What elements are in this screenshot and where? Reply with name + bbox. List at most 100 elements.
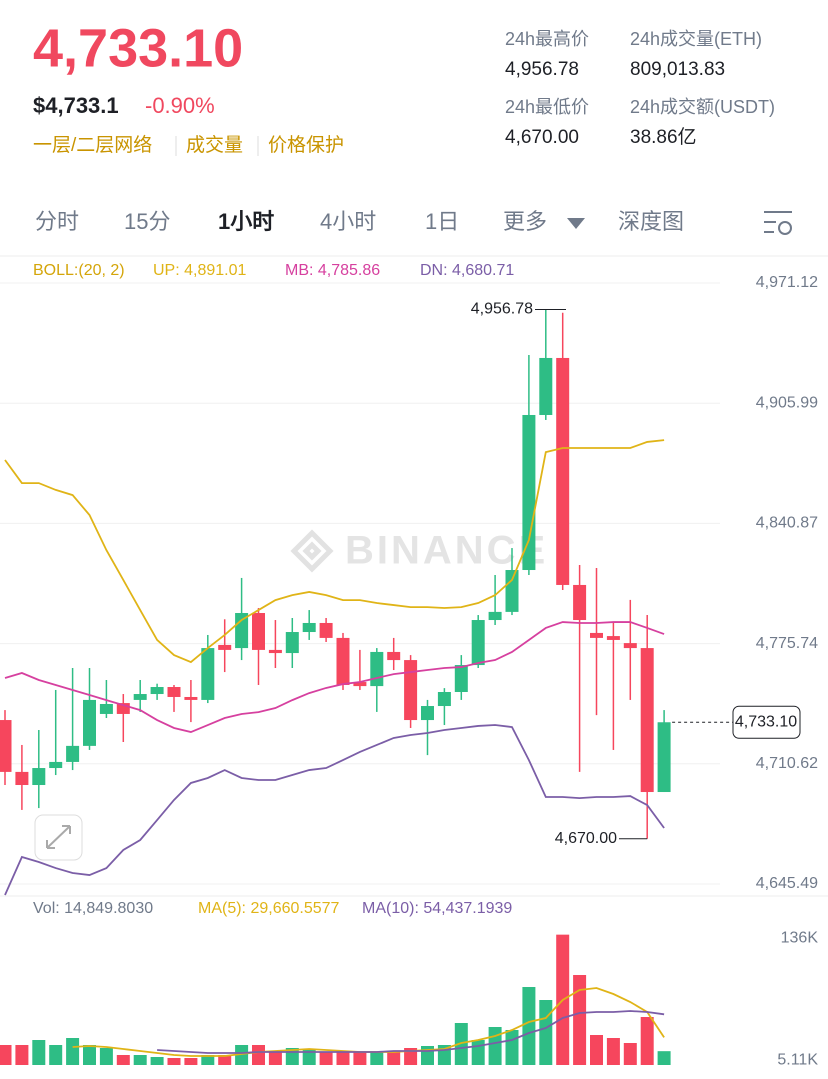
candle-body [640,648,654,793]
candle-body [83,699,96,746]
stat-label: 24h成交量(ETH) [630,29,762,49]
usd-price: $4,733.1 [33,93,119,118]
stat-label: 24h最低价 [505,97,589,117]
volume-bar [606,1038,620,1065]
candle-body [404,660,418,721]
candle-body [488,611,502,621]
tab[interactable]: 深度图 [618,209,684,234]
tab[interactable]: 更多 [503,209,547,234]
volume-bar [353,1052,367,1065]
volume-bar [640,1017,654,1065]
candle-body [252,613,265,650]
volume-bar [116,1055,130,1065]
volume-bar [623,1042,637,1065]
stat-value: 38.86亿 [630,126,697,148]
dropdown-arrow [567,218,585,229]
volume-bar [302,1050,316,1065]
watermark-logo [290,529,334,573]
tab[interactable]: 分时 [35,209,79,234]
y-tick-label: 4,971.12 [756,274,818,291]
stat-label: 24h最高价 [505,29,589,49]
candle-body [437,691,451,707]
candle-body [623,643,637,649]
header-link[interactable]: 价格保护 [268,134,344,156]
legend-entry: DN: 4,680.71 [420,262,514,279]
volume-bar [471,1040,485,1065]
y-tick-label: 4,775.74 [756,635,818,652]
volume-bar [505,1030,519,1065]
y-tick-label: 4,645.49 [756,875,818,892]
volume-bar [150,1057,164,1065]
tab[interactable]: 1日 [425,209,459,234]
volume-label: Vol: 14,849.8030 [33,900,153,917]
stat-label: 24h成交额(USDT) [630,97,775,117]
volume-bar [133,1055,147,1065]
candle-body [302,622,316,633]
candle-body [116,703,130,714]
boll-line [4,724,665,896]
volume-bar [15,1045,29,1065]
tab[interactable]: 4小时 [320,209,376,234]
volume-bar [657,1051,671,1065]
price-change: -0.90% [145,93,215,118]
legend-entry: UP: 4,891.01 [153,262,247,279]
candle-body [522,414,536,571]
volume-bar [319,1052,333,1065]
volume-bar [184,1057,198,1065]
volume-bar [590,1035,603,1065]
candle-body [573,584,587,621]
settings-icon[interactable] [764,211,792,235]
legend-entry: MA(10): 54,437.1939 [362,900,512,917]
volume-bar [454,1023,468,1065]
volume-bar [201,1055,215,1065]
boll-line [4,621,665,733]
volume-bar [573,975,587,1065]
legend-entry: MA(5): 29,660.5577 [198,900,340,917]
candle-body [454,665,468,692]
candle-body [99,703,113,714]
high-label: 4,956.78 [471,301,533,318]
header-link[interactable]: 成交量 [186,134,243,156]
last-price: 4,733.10 [33,18,243,78]
candle-body [201,648,215,700]
stat-value: 4,670.00 [505,127,579,148]
header-link[interactable]: 一层/二层网络 [33,134,152,156]
candle-body [49,761,63,769]
volume-bar [539,1000,553,1065]
volume-bar [167,1057,181,1065]
tab[interactable]: 1小时 [218,209,274,234]
legend-entry: MB: 4,785.86 [285,262,380,279]
candle-body [556,357,570,585]
volume-bar [404,1047,418,1065]
candle-body [133,694,147,700]
volume-bar [268,1052,282,1065]
candle-body [184,696,198,700]
candle-body [32,768,46,786]
volume-bar [83,1045,96,1065]
candle-body [319,622,333,638]
volume-bar [336,1052,350,1065]
candle-body [15,771,29,786]
ma-line [157,1010,665,1054]
candle-body [387,651,401,661]
indicator-label: BOLL:(20, 2) [33,262,125,279]
tab[interactable]: 15分 [124,209,170,234]
candle-body [336,637,350,685]
expand-button[interactable] [34,814,83,861]
candle-body [0,720,12,772]
volume-bar [235,1045,249,1065]
low-label: 4,670.00 [555,830,617,847]
candle-body [370,651,384,687]
volume-bar [522,987,536,1065]
volume-bar [99,1047,113,1065]
candle-body [268,649,282,654]
volume-bar [387,1052,401,1065]
last-price-box [732,705,801,739]
y-tick-label: 4,710.62 [756,755,818,772]
stat-value: 809,013.83 [630,59,725,80]
candle-body [657,722,671,793]
candle-body [353,682,367,687]
volume-bar [488,1027,502,1065]
candle-body [285,632,299,654]
